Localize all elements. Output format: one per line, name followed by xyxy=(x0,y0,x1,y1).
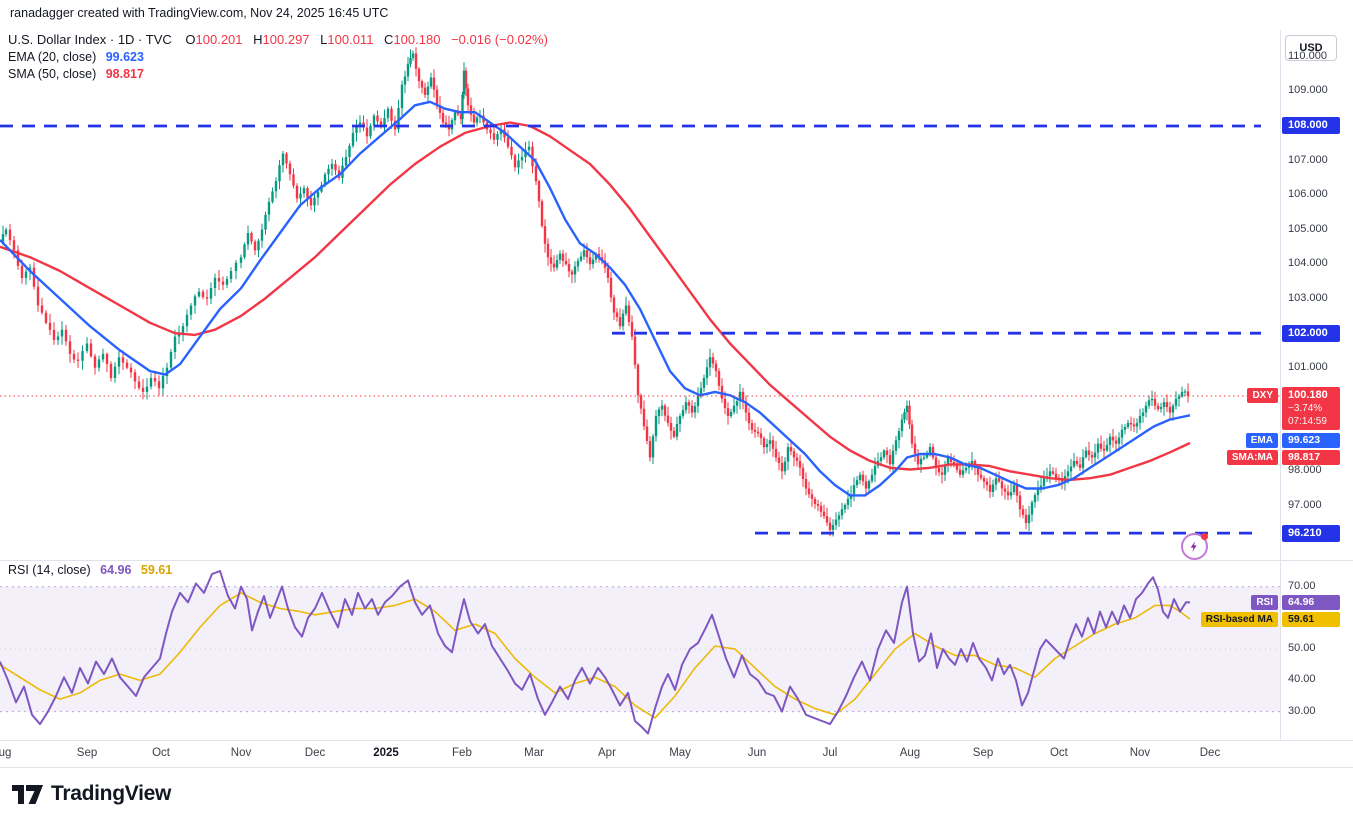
price-axis-label: 97.000 xyxy=(1288,498,1322,511)
price-axis-label: 98.000 xyxy=(1288,464,1322,477)
time-axis-label: Jul xyxy=(822,747,838,759)
time-axis-label: ug xyxy=(0,747,12,759)
symbol-legend-row[interactable]: U.S. Dollar Index · 1D · TVC O100.201 H1… xyxy=(8,32,548,47)
time-axis-label: Sep xyxy=(972,747,994,759)
notification-dot xyxy=(1201,533,1208,540)
rsi-legend-row[interactable]: RSI (14, close) 64.96 59.61 xyxy=(8,563,172,577)
price-axis-label: 101.000 xyxy=(1288,360,1328,373)
open-label: O xyxy=(185,32,196,47)
sma-legend-row[interactable]: SMA (50, close) 98.817 xyxy=(8,67,548,81)
rsi-axis-label: 30.00 xyxy=(1288,704,1316,717)
price-pane[interactable]: U.S. Dollar Index · 1D · TVC O100.201 H1… xyxy=(0,30,1280,560)
time-axis-label: May xyxy=(669,747,691,759)
rsi-axis-label: 40.00 xyxy=(1288,673,1316,686)
open-value: 100.201 xyxy=(195,32,243,47)
rsi-axis-label: 50.00 xyxy=(1288,642,1316,655)
last-price-badge: 100.180 −3.74% 07:14:59 xyxy=(1282,386,1340,430)
ema-legend-row[interactable]: EMA (20, close) 99.623 xyxy=(8,50,548,64)
axis-separator xyxy=(1280,30,1281,740)
close-value: 100.180 xyxy=(393,32,441,47)
price-candles-svg[interactable] xyxy=(0,30,1280,560)
price-level-badge: 102.000 xyxy=(1282,324,1340,342)
rsi-value-badge: 64.96 xyxy=(1282,594,1340,610)
time-axis[interactable]: ug Sep Oct Nov Dec 2025 Feb Mar Apr May Jun Jul Aug S… xyxy=(0,740,1353,768)
rsi-ma-value-badge: 59.61 xyxy=(1282,611,1340,627)
time-axis-label: Oct xyxy=(1049,747,1068,759)
high-label: H xyxy=(253,32,263,47)
time-axis-label: Mar xyxy=(524,747,544,759)
time-axis-label: Aug xyxy=(899,747,921,759)
sma-value-badge: 98.817 xyxy=(1282,449,1340,465)
ema-value-badge: 99.623 xyxy=(1282,432,1340,448)
chart-legend: U.S. Dollar Index · 1D · TVC O100.201 H1… xyxy=(8,32,548,84)
price-axis-label: 109.000 xyxy=(1288,84,1328,97)
sma-label: SMA (50, close) xyxy=(8,67,97,81)
change-value: −0.016 (−0.02%) xyxy=(451,32,548,47)
close-label: C xyxy=(384,32,394,47)
flash-icon[interactable] xyxy=(1181,533,1208,560)
price-axis-label: 107.000 xyxy=(1288,153,1328,166)
low-value: 100.011 xyxy=(327,32,374,47)
price-axis-label: 104.000 xyxy=(1288,257,1328,270)
tradingview-mark-icon xyxy=(12,784,43,804)
brand-name: TradingView xyxy=(51,782,172,805)
time-axis-label: Oct xyxy=(152,747,170,759)
time-axis-label: Nov xyxy=(1129,747,1151,759)
rsi-label: RSI (14, close) xyxy=(8,563,91,577)
ema-label: EMA (20, close) xyxy=(8,50,97,64)
symbol-title: U.S. Dollar Index · 1D · TVC xyxy=(8,32,172,47)
time-axis-label: Jun xyxy=(747,747,767,759)
price-axis[interactable]: USD 110.000 109.000 107.000 106.000 105.000 1… xyxy=(1281,30,1353,560)
price-axis-label: 110.000 xyxy=(1288,49,1327,62)
price-axis-label: 105.000 xyxy=(1288,222,1328,235)
rsi-ma-value: 59.61 xyxy=(140,563,173,577)
rsi-chart-svg[interactable] xyxy=(0,561,1280,741)
low-label: L xyxy=(320,32,328,47)
tradingview-logo[interactable]: TradingView xyxy=(12,782,171,806)
time-axis-label: Apr xyxy=(598,747,616,759)
attribution-text: ranadagger created with TradingView.com,… xyxy=(10,6,389,20)
high-value: 100.297 xyxy=(262,32,310,47)
chart-container: U.S. Dollar Index · 1D · TVC O100.201 H1… xyxy=(0,30,1353,768)
price-axis-label: 106.000 xyxy=(1288,188,1328,201)
time-axis-label: 2025 xyxy=(373,747,399,759)
time-axis-label: Sep xyxy=(76,747,98,759)
ema-value: 99.623 xyxy=(105,50,144,64)
sma-value: 98.817 xyxy=(105,67,144,81)
price-level-badge: 96.210 xyxy=(1282,524,1340,542)
rsi-pane[interactable]: RSI (14, close) 64.96 59.61 RSI RSI-based… xyxy=(0,560,1280,741)
rsi-value: 64.96 xyxy=(100,563,132,577)
currency-toggle-button[interactable]: USD xyxy=(1285,35,1337,61)
time-axis-label: Feb xyxy=(452,747,472,759)
last-price-change-pct: −3.74% xyxy=(1288,402,1323,414)
price-level-badge: 108.000 xyxy=(1282,117,1340,135)
rsi-axis[interactable]: 70.00 50.00 40.00 30.00 64.96 59.61 xyxy=(1281,560,1353,741)
rsi-axis-label: 70.00 xyxy=(1288,579,1316,592)
last-price-value: 100.180 xyxy=(1288,388,1328,401)
bar-countdown: 07:14:59 xyxy=(1288,415,1327,427)
time-axis-label: Dec xyxy=(304,747,326,759)
time-axis-label: Nov xyxy=(230,747,252,759)
price-axis-label: 103.000 xyxy=(1288,291,1328,304)
lightning-bolt-icon xyxy=(1190,541,1197,552)
time-axis-label: Dec xyxy=(1199,747,1221,759)
